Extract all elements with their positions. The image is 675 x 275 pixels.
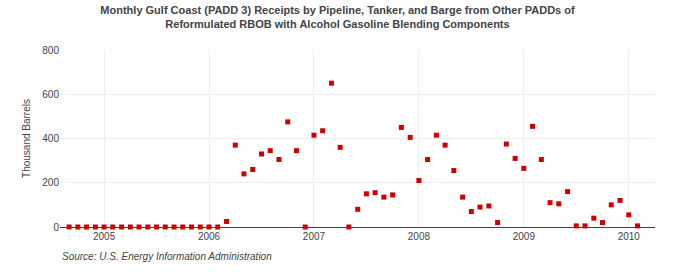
- svg-text:600: 600: [42, 89, 59, 100]
- svg-text:2005: 2005: [93, 231, 116, 242]
- svg-text:2009: 2009: [513, 231, 536, 242]
- svg-text:2008: 2008: [408, 231, 431, 242]
- svg-text:0: 0: [53, 222, 59, 233]
- svg-text:2010: 2010: [618, 231, 641, 242]
- svg-text:2007: 2007: [303, 231, 326, 242]
- svg-text:2006: 2006: [198, 231, 221, 242]
- svg-text:800: 800: [42, 45, 59, 56]
- svg-text:Thousand Barrels: Thousand Barrels: [21, 99, 32, 178]
- svg-text:200: 200: [42, 177, 59, 188]
- svg-text:400: 400: [42, 133, 59, 144]
- svg-text:Source: U.S. Energy Informatio: Source: U.S. Energy Information Administ…: [62, 251, 272, 262]
- svg-text:Monthly Gulf Coast (PADD 3) Re: Monthly Gulf Coast (PADD 3) Receipts by …: [100, 4, 575, 30]
